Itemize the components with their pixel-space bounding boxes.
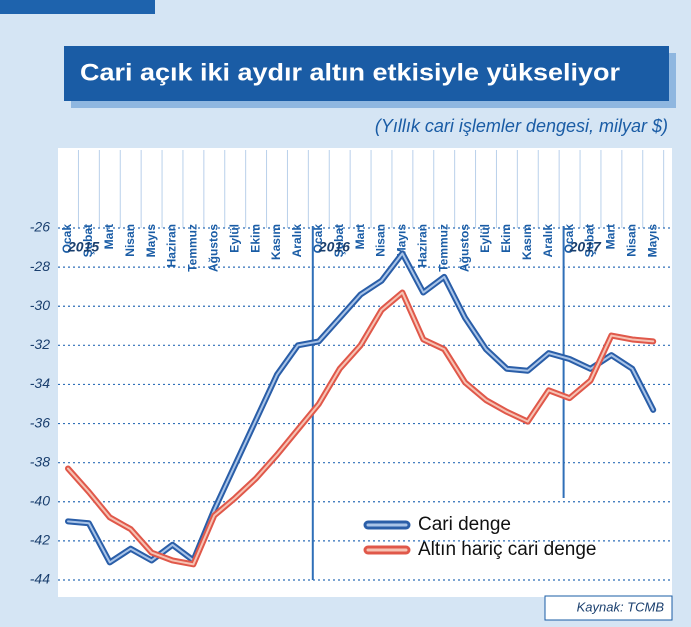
legend-label: Altın hariç cari denge — [418, 539, 597, 560]
y-tick-label: -34 — [30, 375, 50, 391]
x-tick-label: Ekim — [248, 224, 262, 253]
x-tick-label: Nisan — [624, 224, 638, 257]
x-tick-label: Şubat — [81, 224, 95, 257]
legend-label: Cari denge — [418, 514, 511, 535]
chart-title: Cari açık iki aydır altın etkisiyle yüks… — [80, 59, 620, 86]
y-tick-label: -32 — [30, 336, 50, 352]
x-tick-label: Ocak — [60, 224, 74, 254]
x-tick-label: Haziran — [165, 224, 179, 267]
x-tick-label: Ağustos — [457, 224, 471, 272]
year-label: 2017 — [569, 239, 602, 255]
y-tick-label: -40 — [30, 492, 50, 508]
x-tick-label: Temmuz — [436, 224, 450, 272]
year-label: 2015 — [67, 239, 99, 255]
x-tick-label: Mart — [604, 224, 618, 249]
corner-tab — [0, 0, 155, 14]
x-tick-label: Ekim — [499, 224, 513, 253]
series-line-highlight — [67, 252, 655, 564]
x-tick-label: Mayıs — [645, 224, 659, 258]
x-tick-label: Nisan — [374, 224, 388, 257]
x-tick-label: Mayıs — [144, 224, 158, 258]
y-tick-label: -30 — [30, 297, 50, 313]
y-tick-label: -44 — [30, 571, 50, 587]
x-tick-label: Eylül — [227, 224, 241, 253]
y-tick-label: -26 — [30, 219, 50, 235]
title-bar — [64, 46, 669, 101]
x-tick-label: Kasım — [520, 224, 534, 260]
y-tick-label: -42 — [30, 532, 50, 548]
x-tick-label: Temmuz — [186, 224, 200, 272]
x-tick-label: Aralık — [290, 224, 304, 258]
y-tick-label: -28 — [30, 258, 50, 274]
x-tick-label: Mayıs — [395, 224, 409, 258]
x-tick-label: Ocak — [562, 224, 576, 254]
x-tick-label: Haziran — [415, 224, 429, 267]
x-tick-label: Kasım — [269, 224, 283, 260]
chart-subtitle: (Yıllık cari işlemler dengesi, milyar $) — [375, 116, 668, 136]
x-tick-label: Mart — [353, 224, 367, 249]
x-tick-label: Ocak — [311, 224, 325, 254]
series-line-highlight — [67, 291, 655, 566]
y-tick-label: -36 — [30, 414, 50, 430]
source: Kaynak: TCMB — [577, 599, 665, 614]
x-tick-label: Şubat — [583, 224, 597, 257]
year-label: 2016 — [318, 239, 350, 255]
source-box — [544, 595, 673, 621]
x-tick-label: Eylül — [478, 224, 492, 253]
x-tick-label: Mart — [102, 224, 116, 249]
x-tick-label: Nisan — [123, 224, 137, 257]
x-tick-label: Aralık — [541, 224, 555, 258]
x-tick-label: Şubat — [332, 224, 346, 257]
x-tick-label: Ağustos — [206, 224, 220, 272]
y-tick-label: -38 — [30, 453, 50, 469]
